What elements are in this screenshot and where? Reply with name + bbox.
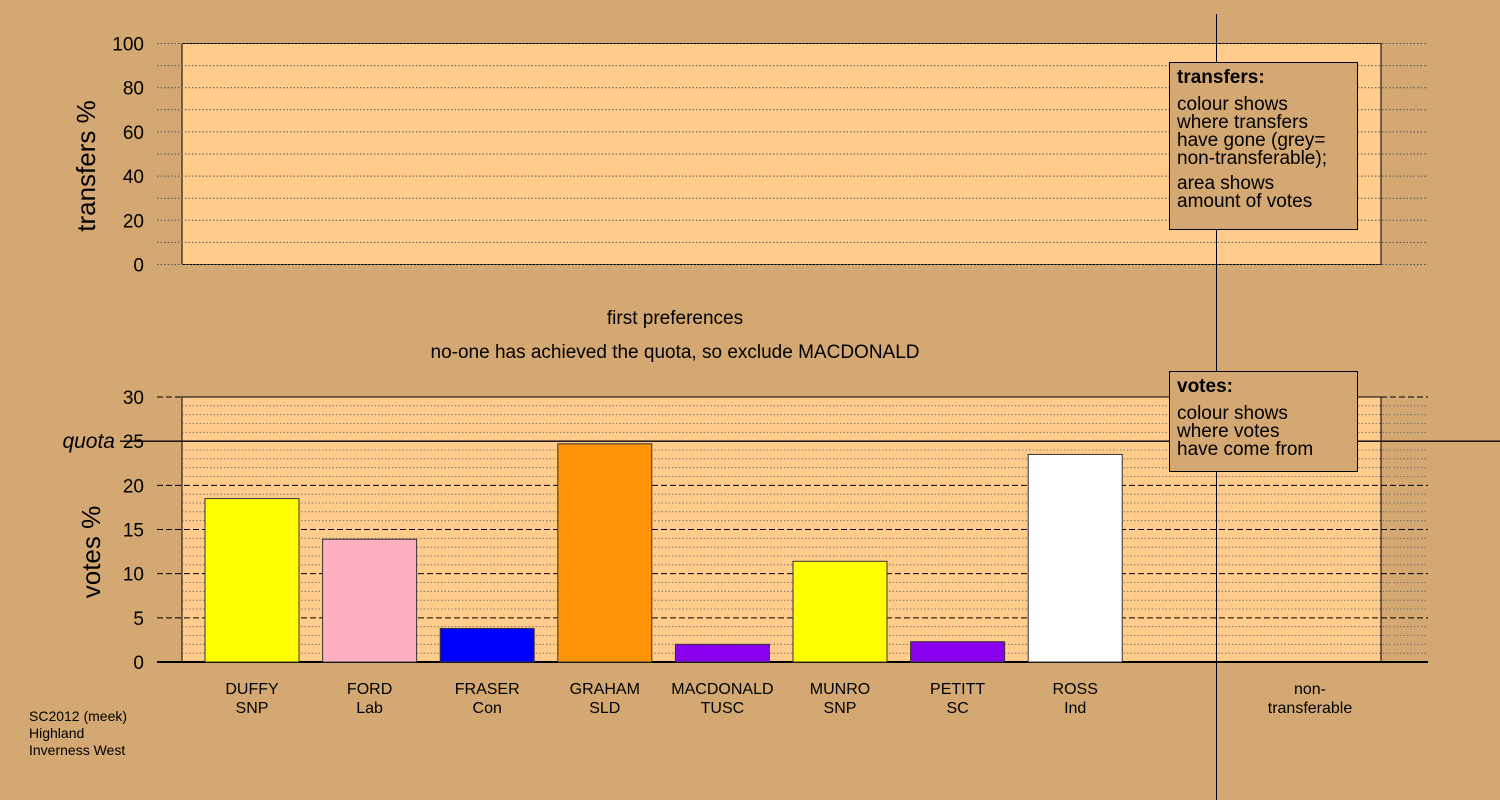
votes-tick-label: 25 — [123, 432, 144, 453]
candidate-party-label: Con — [473, 700, 502, 717]
candidate-party-label: Ind — [1064, 700, 1086, 717]
candidate-party-label: Lab — [356, 700, 383, 717]
bar-macdonald — [674, 643, 770, 663]
non-transferable-label-line1: non- — [1294, 681, 1326, 698]
footer-election: SC2012 (meek) — [29, 708, 127, 724]
votes-legend: votes: colour shows where votes have com… — [1169, 371, 1358, 472]
votes-tick-label: 20 — [123, 476, 144, 497]
transfers-tick-label: 0 — [133, 256, 144, 277]
candidate-party-label: SNP — [236, 700, 269, 717]
candidate-name-label: MUNRO — [810, 681, 870, 698]
transfers-legend-line2: where transfers — [1177, 112, 1308, 133]
candidate-party-label: SLD — [589, 700, 620, 717]
transfers-legend-heading: transfers: — [1177, 67, 1265, 88]
footer-council: Highland — [29, 725, 84, 741]
votes-legend-heading: votes: — [1177, 376, 1233, 397]
votes-tick-label: 10 — [123, 565, 144, 586]
candidate-name-label: MACDONALD — [671, 681, 773, 698]
transfers-legend-line6: amount of votes — [1177, 191, 1313, 212]
votes-panel: 0 5 10 15 20 25 30 DUFFY SNP FORD Lab FRASER Con GRAH… — [120, 388, 1500, 717]
bar-graham — [557, 443, 653, 663]
votes-tick-label: 30 — [123, 388, 144, 409]
transfers-axis-label: transfers % — [71, 100, 101, 232]
bar-fraser — [439, 627, 535, 663]
votes-legend-line3: have come from — [1177, 439, 1314, 460]
candidate-party-label: SNP — [824, 700, 857, 717]
quota-label: quota — [62, 430, 115, 453]
bar-petitt — [910, 641, 1006, 663]
transfers-tick-label: 40 — [123, 167, 144, 188]
candidate-name-label: DUFFY — [225, 681, 279, 698]
votes-tick-label: 5 — [133, 609, 144, 630]
transfers-legend-line3: have gone (grey= — [1177, 130, 1326, 151]
votes-tick-label: 0 — [133, 653, 144, 674]
transfers-tick-label: 20 — [123, 211, 144, 232]
transfers-legend-line1: colour shows — [1177, 94, 1288, 115]
bar-ford — [322, 538, 418, 663]
votes-axis-label: votes % — [76, 506, 106, 599]
transfers-tick-label: 60 — [123, 123, 144, 144]
candidate-name-label: FRASER — [455, 681, 520, 698]
bar-munro — [792, 560, 888, 663]
non-transferable-label-line2: transferable — [1268, 700, 1353, 717]
transfers-tick-label: 100 — [112, 35, 144, 56]
bar-duffy — [204, 498, 300, 663]
bar-ross — [1027, 453, 1123, 663]
candidate-name-label: PETITT — [930, 681, 985, 698]
candidate-name-label: GRAHAM — [570, 681, 640, 698]
transfers-legend-line5: area shows — [1177, 173, 1275, 194]
votes-tick-label: 15 — [123, 521, 144, 542]
stage-subtitle: no-one has achieved the quota, so exclud… — [431, 342, 920, 363]
votes-legend-line1: colour shows — [1177, 403, 1288, 424]
votes-legend-line2: where votes — [1177, 421, 1280, 442]
candidate-name-label: ROSS — [1053, 681, 1098, 698]
candidate-party-label: TUSC — [701, 700, 745, 717]
stage-title: first preferences — [607, 308, 743, 329]
transfers-legend-line4: non-transferable); — [1177, 148, 1327, 169]
transfers-legend: transfers: colour shows where transfers … — [1169, 62, 1358, 230]
candidate-party-label: SC — [946, 700, 968, 717]
candidate-name-label: FORD — [347, 681, 392, 698]
footer-ward: Inverness West — [29, 742, 125, 758]
transfers-tick-label: 80 — [123, 79, 144, 100]
